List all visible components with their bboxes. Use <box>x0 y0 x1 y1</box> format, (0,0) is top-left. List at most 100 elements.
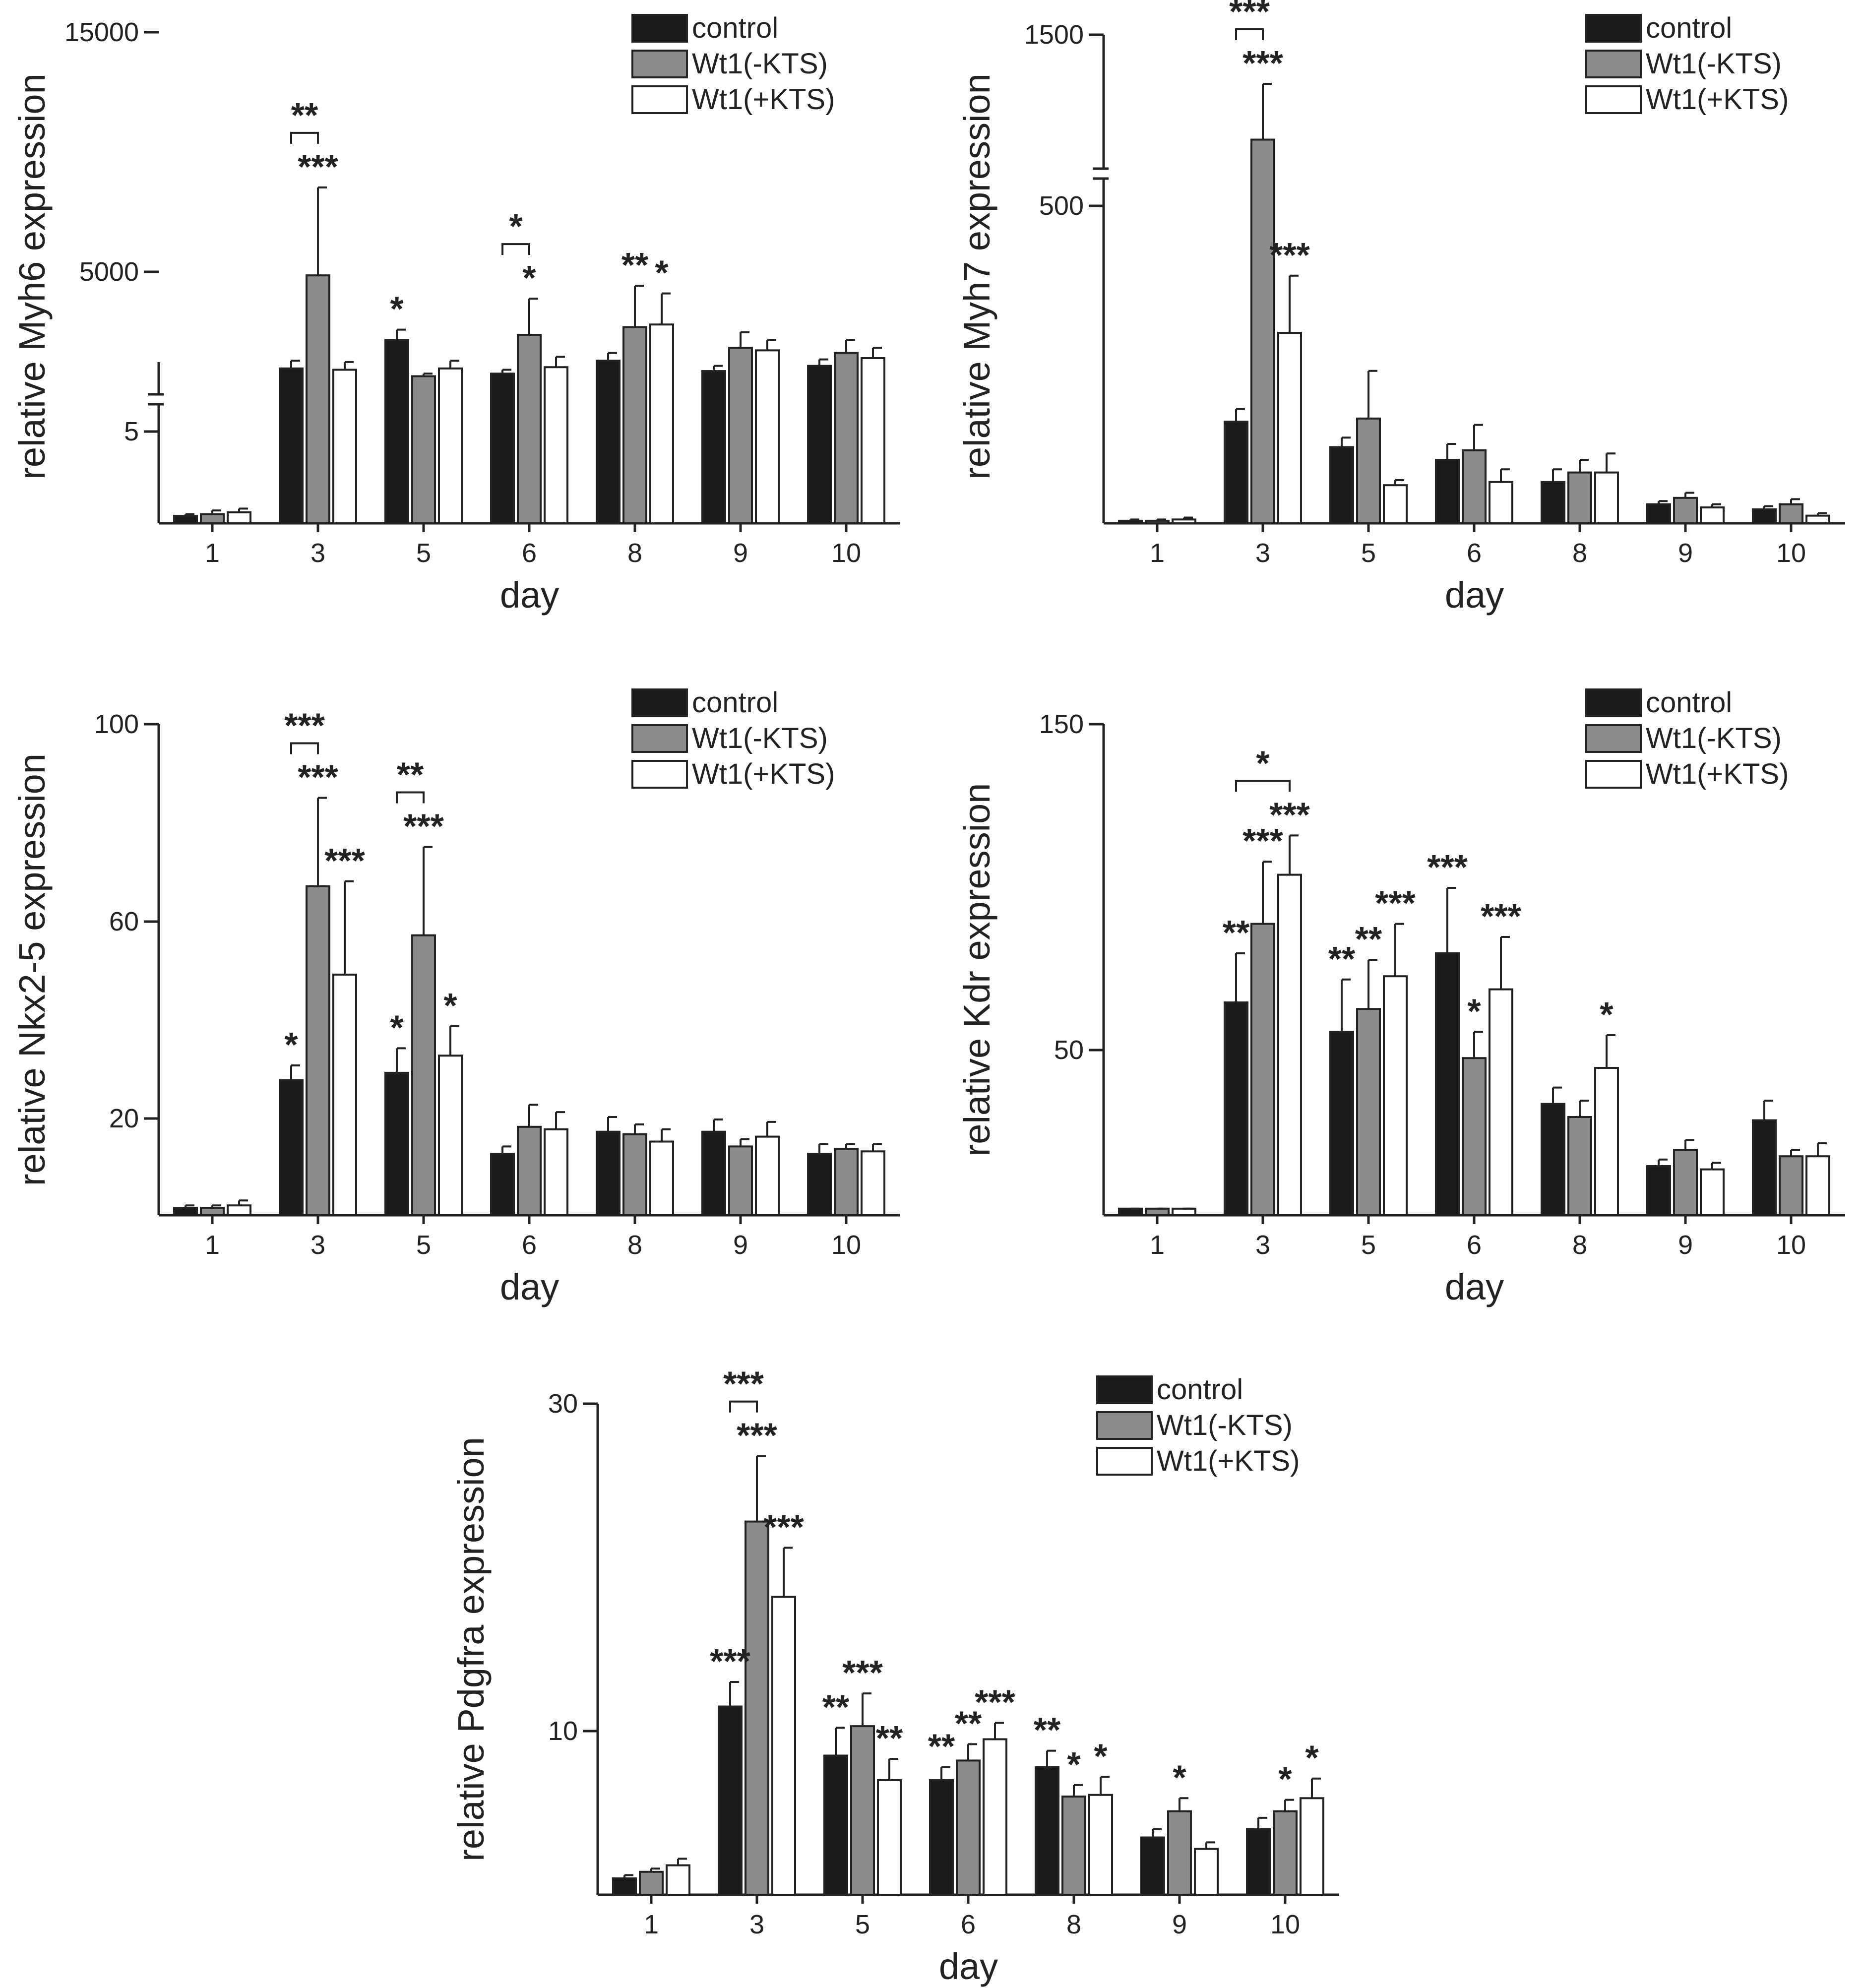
significance-mark: *** <box>975 1683 1015 1722</box>
x-tick-label: 10 <box>831 1230 861 1260</box>
significance-mark: *** <box>737 1416 777 1455</box>
bar-wt1-kts- <box>771 1596 796 1896</box>
bar-wt1-kts- <box>1567 1116 1592 1216</box>
significance-mark: * <box>390 1008 404 1047</box>
bar-wt1-kts- <box>1594 1067 1619 1216</box>
legend-swatch <box>1096 1375 1153 1404</box>
bar-control <box>612 1877 637 1896</box>
significance-mark: ** <box>621 246 649 284</box>
significance-mark: *** <box>298 147 338 186</box>
significance-mark: ** <box>876 1719 903 1757</box>
x-tick-label: 10 <box>1776 538 1806 568</box>
bar-wt1-kts- <box>544 1128 568 1216</box>
bar-wt1-kts- <box>1779 1155 1803 1216</box>
legend-swatch <box>1585 85 1642 114</box>
bar-wt1-kts- <box>755 349 780 524</box>
legend-swatch <box>631 50 688 78</box>
bar-control <box>701 370 726 524</box>
bar-control <box>1435 952 1460 1216</box>
x-tick-label: 9 <box>733 1230 748 1260</box>
x-tick-label: 1 <box>1150 538 1165 568</box>
significance-bracket <box>396 791 425 804</box>
significance-mark: *** <box>1242 44 1283 82</box>
x-tick-label: 6 <box>961 1910 976 1939</box>
legend-label: control <box>1646 686 1732 719</box>
x-axis-title: day <box>500 1266 559 1307</box>
significance-mark: *** <box>763 1507 804 1546</box>
bar-control <box>718 1705 743 1896</box>
bar-control <box>1246 1828 1271 1896</box>
bar-wt1-kts- <box>1567 471 1592 524</box>
legend-swatch <box>1585 724 1642 753</box>
significance-bracket-label: * <box>1256 744 1270 782</box>
bar-wt1-kts- <box>544 366 568 524</box>
bar-wt1-kts- <box>666 1864 690 1896</box>
bar-control <box>1646 1165 1671 1216</box>
legend-label: control <box>692 12 778 44</box>
bar-wt1-kts- <box>1489 481 1513 524</box>
bar-wt1-kts- <box>332 369 357 524</box>
significance-mark: *** <box>710 1642 750 1680</box>
bar-wt1-kts- <box>1250 138 1275 524</box>
x-tick-label: 9 <box>733 538 748 568</box>
bar-wt1-kts- <box>834 1148 859 1217</box>
bar-wt1-kts- <box>1250 923 1275 1216</box>
significance-bracket <box>290 742 319 754</box>
bar-control <box>490 373 515 524</box>
significance-bracket-label: *** <box>723 1365 764 1403</box>
y-tick-label: 30 <box>548 1389 578 1419</box>
significance-mark: *** <box>1375 884 1416 923</box>
significance-bracket <box>1235 780 1291 792</box>
x-axis-title: day <box>500 574 559 616</box>
bar-wt1-kts- <box>639 1870 664 1896</box>
significance-mark: *** <box>842 1653 883 1692</box>
x-tick-label: 3 <box>310 1230 325 1260</box>
bar-wt1-kts- <box>1167 1810 1192 1896</box>
x-tick-label: 6 <box>522 1230 537 1260</box>
bar-control <box>1541 1103 1565 1217</box>
bar-wt1-kts- <box>227 511 251 525</box>
significance-mark: * <box>1305 1739 1319 1777</box>
x-tick-label: 9 <box>1172 1910 1187 1939</box>
bar-wt1-kts- <box>1700 1168 1725 1217</box>
x-tick-label: 8 <box>1572 538 1587 568</box>
bar-wt1-kts- <box>200 513 225 524</box>
significance-bracket-label: *** <box>284 706 325 745</box>
y-tick-label: 50 <box>1054 1035 1084 1065</box>
significance-mark: ** <box>1355 920 1382 958</box>
bar-wt1-kts- <box>956 1759 981 1896</box>
legend-label: Wt1(+KTS) <box>1157 1445 1300 1477</box>
x-tick-label: 5 <box>416 538 431 568</box>
legend-label: control <box>1157 1373 1243 1406</box>
legend-swatch <box>631 760 688 789</box>
x-tick-label: 10 <box>831 538 861 568</box>
bar-wt1-kts- <box>1673 1149 1698 1216</box>
x-tick-label: 1 <box>1150 1230 1165 1260</box>
significance-mark: ** <box>1223 913 1250 952</box>
significance-mark: ** <box>1328 939 1356 978</box>
bar-control <box>1224 1001 1248 1216</box>
significance-mark: ** <box>928 1727 955 1766</box>
x-tick-label: 6 <box>522 538 537 568</box>
significance-mark: ** <box>955 1704 982 1742</box>
bar-wt1-kts- <box>877 1779 902 1896</box>
legend-swatch <box>631 85 688 114</box>
y-tick-label: 5000 <box>79 257 139 287</box>
bar-control <box>596 360 621 524</box>
bar-control <box>279 367 304 524</box>
bar-wt1-kts- <box>649 1140 674 1216</box>
bar-control <box>490 1153 515 1216</box>
bar-wt1-kts- <box>1462 1057 1487 1216</box>
significance-mark: * <box>390 290 404 328</box>
bar-wt1-kts- <box>755 1135 780 1217</box>
y-tick-label: 500 <box>1039 191 1084 221</box>
bar-wt1-kts- <box>1489 988 1513 1216</box>
significance-mark: *** <box>1242 821 1283 860</box>
x-tick-label: 3 <box>749 1910 764 1939</box>
significance-mark: *** <box>298 758 338 797</box>
bar-wt1-kts- <box>728 1145 753 1216</box>
bar-wt1-kts- <box>411 375 436 524</box>
